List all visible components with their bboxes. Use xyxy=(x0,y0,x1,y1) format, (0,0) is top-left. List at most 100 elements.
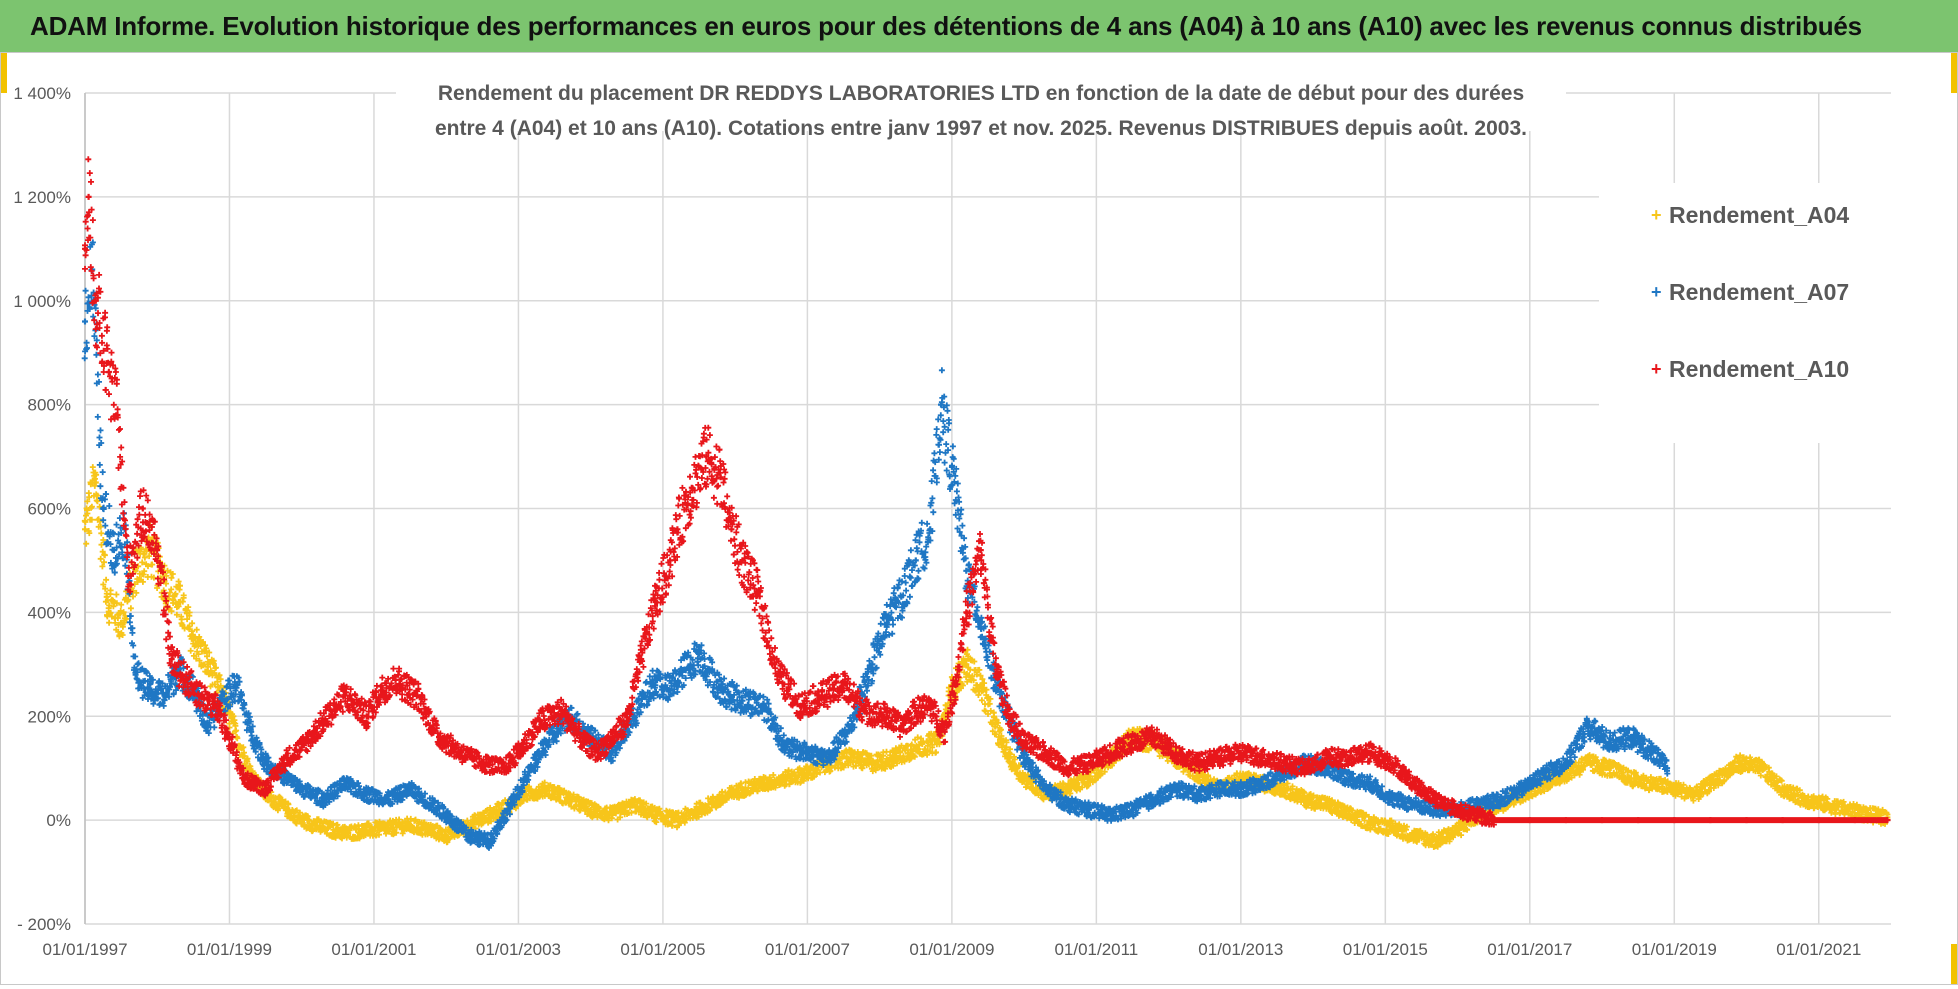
data-point xyxy=(1584,723,1591,730)
data-point xyxy=(154,547,161,554)
data-point xyxy=(1779,817,1786,824)
x-tick-label: 01/01/2021 xyxy=(1776,940,1861,959)
data-point xyxy=(204,661,211,668)
data-point xyxy=(1671,817,1678,824)
data-point xyxy=(1541,770,1548,777)
data-point xyxy=(407,822,414,829)
data-point xyxy=(1779,786,1786,792)
data-point xyxy=(1324,765,1331,772)
data-point xyxy=(1151,796,1158,803)
data-point xyxy=(414,692,421,699)
data-point xyxy=(1649,780,1656,787)
data-point xyxy=(566,796,572,803)
data-point xyxy=(667,687,674,694)
data-point xyxy=(948,463,955,470)
chart-title-line-1: Rendement du placement DR REDDYS LABORAT… xyxy=(438,82,1524,105)
data-point xyxy=(1064,765,1071,772)
data-point xyxy=(363,713,370,720)
data-point xyxy=(103,593,110,600)
data-point xyxy=(652,676,659,683)
data-point xyxy=(320,796,327,803)
data-point xyxy=(1815,817,1822,824)
data-point xyxy=(103,360,110,367)
data-point xyxy=(1801,796,1808,803)
data-point xyxy=(1346,775,1353,782)
data-point xyxy=(385,824,392,831)
data-point xyxy=(197,692,204,699)
data-point xyxy=(1324,801,1331,808)
data-point xyxy=(1562,760,1569,766)
grid-layer xyxy=(84,92,1891,925)
data-point xyxy=(761,780,768,787)
data-point xyxy=(1627,775,1634,782)
data-point xyxy=(1599,817,1605,824)
data-point xyxy=(703,453,710,460)
data-point xyxy=(1042,749,1049,756)
data-point xyxy=(696,806,702,813)
data-point xyxy=(594,749,601,756)
data-point xyxy=(298,817,305,824)
data-point xyxy=(869,661,876,668)
data-point xyxy=(1064,801,1071,808)
data-point xyxy=(963,567,970,574)
data-point xyxy=(1736,760,1743,766)
data-point xyxy=(1584,760,1591,766)
data-point xyxy=(992,661,999,668)
data-point xyxy=(342,692,349,699)
data-point xyxy=(1714,775,1721,782)
data-point xyxy=(753,588,760,595)
data-point xyxy=(782,744,789,751)
data-point xyxy=(739,697,746,704)
data-point xyxy=(963,661,970,668)
data-point xyxy=(1606,765,1613,772)
data-point xyxy=(1129,806,1136,813)
data-point xyxy=(1884,817,1891,824)
data-point xyxy=(501,765,507,772)
data-point xyxy=(1021,739,1028,746)
legend-label-a07: Rendement_A07 xyxy=(1669,279,1849,305)
data-point xyxy=(631,713,637,720)
data-point xyxy=(1281,786,1288,792)
data-point xyxy=(638,656,645,663)
data-point xyxy=(92,297,99,304)
data-point xyxy=(1281,760,1288,766)
data-point xyxy=(1519,786,1526,792)
data-point xyxy=(125,573,132,579)
data-point xyxy=(82,245,88,252)
data-point xyxy=(869,760,876,766)
data-point xyxy=(1259,780,1266,787)
data-point xyxy=(797,702,804,709)
y-tick-label: 1 000% xyxy=(13,292,71,311)
data-point xyxy=(1707,817,1714,824)
frame-corner-left xyxy=(1,53,7,93)
data-point xyxy=(927,702,934,709)
x-tick-label: 01/01/2009 xyxy=(909,940,994,959)
data-point xyxy=(1302,796,1309,803)
data-point xyxy=(883,619,890,626)
data-point xyxy=(963,609,970,616)
data-point xyxy=(284,806,291,813)
data-point xyxy=(1086,806,1093,813)
x-tick-label: 01/01/1997 xyxy=(42,940,127,959)
data-point xyxy=(717,796,724,803)
data-point xyxy=(508,801,515,808)
data-point xyxy=(537,718,544,725)
frame-corner-right xyxy=(1951,53,1957,93)
data-point xyxy=(1172,786,1179,792)
data-point xyxy=(717,474,724,481)
data-point xyxy=(1411,780,1418,787)
y-tick-label: 1 200% xyxy=(13,188,71,207)
data-point xyxy=(775,671,782,678)
data-point xyxy=(1562,770,1569,777)
data-point xyxy=(1497,796,1504,803)
data-point xyxy=(739,557,746,564)
data-point xyxy=(1367,780,1374,787)
data-point xyxy=(1627,734,1634,740)
x-tick-label: 01/01/2005 xyxy=(620,940,705,959)
legend-label-a04: Rendement_A04 xyxy=(1669,202,1849,228)
data-point xyxy=(114,412,121,418)
data-point xyxy=(1107,811,1114,818)
data-point xyxy=(1490,817,1497,824)
data-point xyxy=(652,811,659,818)
data-point xyxy=(85,193,92,200)
